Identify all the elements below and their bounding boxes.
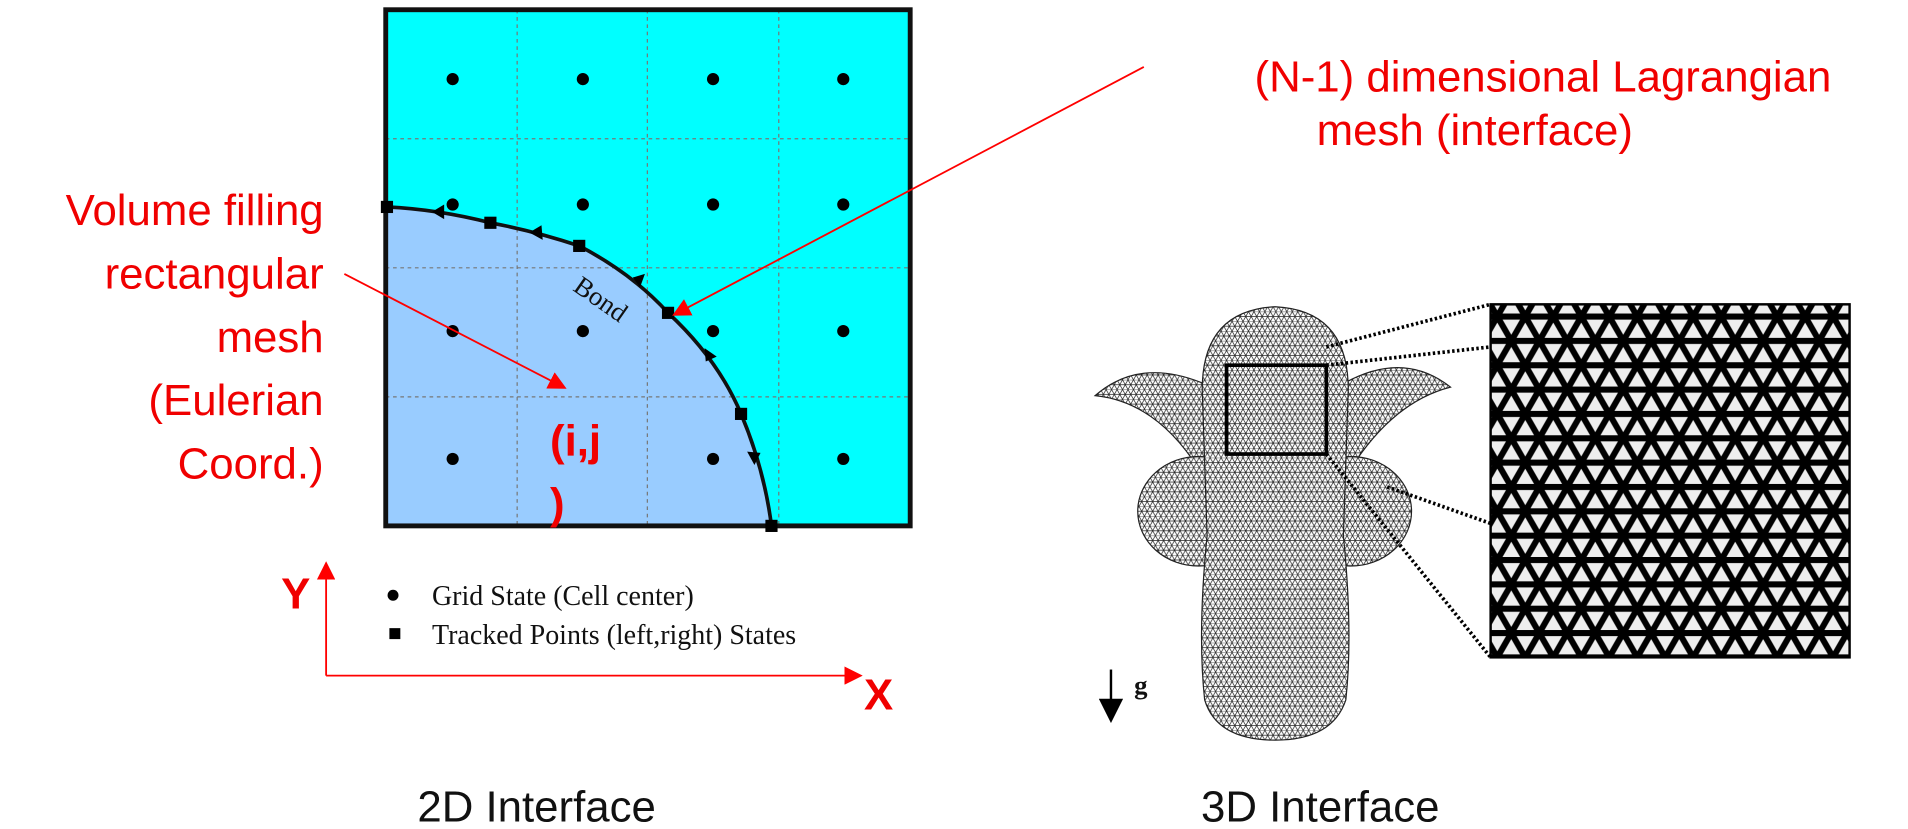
diagram: Bond (N-1) dimensional Lagrangian mesh (… <box>0 0 1908 829</box>
legend-square <box>389 628 400 639</box>
gravity-label: g <box>1134 670 1148 700</box>
mesh-3d <box>1095 304 1849 740</box>
cell-label: ) <box>550 480 565 529</box>
page: {"labels":{"lagrangian":["(N-1) dimensio… <box>0 0 1908 829</box>
lagrangian-label: mesh (interface) <box>1317 106 1633 155</box>
legend-item: Tracked Points (left,right) States <box>432 620 796 651</box>
caption: 2D Interface <box>417 783 656 829</box>
cell-label: (i,j <box>550 416 601 465</box>
volume-label: rectangular <box>105 249 324 298</box>
volume-label: mesh <box>217 313 324 362</box>
legend-dot <box>388 590 399 601</box>
volume-label: Coord.) <box>178 439 324 488</box>
caption: 3D Interface <box>1201 783 1440 829</box>
legend-item: Grid State (Cell center) <box>432 581 694 612</box>
axis-x-label: X <box>864 671 893 720</box>
axis-y-label: Y <box>281 570 310 619</box>
grid-2d: Bond <box>381 10 910 532</box>
volume-label: Volume filling <box>66 186 324 235</box>
lagrangian-label: (N-1) dimensional Lagrangian <box>1255 52 1832 101</box>
volume-label: (Eulerian <box>148 376 323 425</box>
